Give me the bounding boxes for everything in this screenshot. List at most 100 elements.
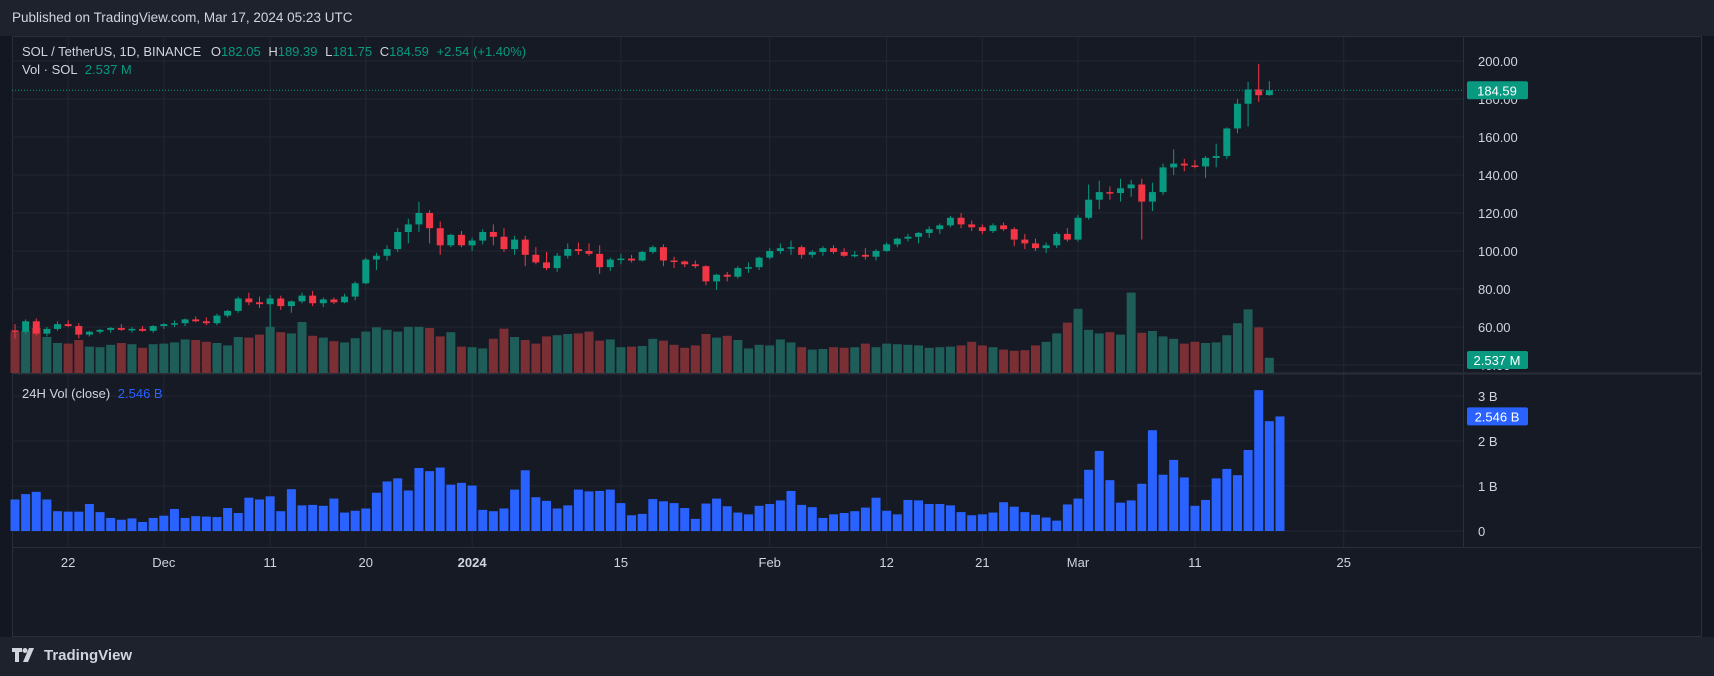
- candle-body: [192, 319, 200, 322]
- price-tick-label: 60.00: [1478, 320, 1511, 335]
- volume-24h-bar: [74, 511, 84, 531]
- volume-24h-bar: [648, 499, 658, 531]
- volume-24h-bar: [722, 506, 732, 531]
- volume-24h-axis[interactable]: 3 B 2 B 1 B 0: [1478, 389, 1498, 539]
- time-axis[interactable]: 22 Dec 11 20 2024 15 Feb 12 21 Mar 11 25: [61, 555, 1351, 570]
- volume-bar: [839, 347, 849, 373]
- price-axis[interactable]: 200.00180.00160.00140.00120.00100.0080.0…: [1478, 54, 1518, 373]
- volume-24h-bar: [382, 481, 392, 531]
- candle-body: [277, 298, 285, 307]
- candle-body: [1159, 167, 1167, 193]
- volume-bar: [435, 336, 445, 373]
- candle-body: [75, 326, 83, 335]
- volume-bar: [1169, 338, 1179, 373]
- candle-body: [883, 244, 891, 251]
- tradingview-logo[interactable]: TradingView: [12, 647, 132, 664]
- volume-bars: [10, 292, 1274, 373]
- candle-body: [1255, 89, 1263, 96]
- volume-24h-bar: [1211, 478, 1221, 531]
- candle-body: [755, 257, 763, 268]
- time-tick-label: Mar: [1067, 555, 1090, 570]
- symbol-legend[interactable]: SOL / TetherUS, 1D, BINANCE O182.05 H189…: [22, 44, 526, 59]
- candle-body: [936, 225, 944, 230]
- volume-bar: [616, 347, 626, 373]
- candle-body: [96, 329, 104, 332]
- volume-bar: [159, 343, 169, 373]
- volume-bar: [1052, 333, 1062, 373]
- candle-body: [298, 295, 306, 302]
- volume-24h-bar: [743, 514, 753, 531]
- candle-body: [309, 295, 317, 304]
- volume-24h-legend[interactable]: 24H Vol (close) 2.546 B: [22, 386, 163, 401]
- volume-24h-bar: [159, 515, 169, 531]
- candle-body: [564, 249, 572, 256]
- time-tick-label: 2024: [458, 555, 488, 570]
- low-value: 181.75: [332, 44, 373, 59]
- volume-24h-tick-label: 1 B: [1478, 479, 1498, 494]
- volume-24h-bar: [903, 499, 913, 531]
- candle-body: [1170, 163, 1178, 168]
- volume-24h-badge-bg: [1467, 407, 1528, 426]
- candle-body: [489, 232, 497, 237]
- volume-24h-bar: [223, 508, 233, 531]
- candle-body: [1000, 225, 1008, 230]
- volume-24h-bar: [892, 514, 902, 531]
- candle-body: [713, 274, 721, 282]
- volume-bar: [21, 331, 31, 373]
- volume-bar: [563, 334, 573, 373]
- volume-value: 2.537 M: [84, 62, 132, 77]
- candle-body: [628, 258, 636, 261]
- time-tick-label: 21: [975, 555, 989, 570]
- volume-24h-bar: [329, 498, 339, 531]
- volume-bar: [116, 343, 126, 373]
- volume-bar: [340, 342, 350, 373]
- volume-24h-bar: [233, 513, 243, 531]
- overlays: 184.59 2.537 M 2.546 B: [12, 81, 1528, 426]
- candle-body: [394, 232, 402, 250]
- volume-24h-bar: [308, 504, 318, 531]
- time-tick-label: 22: [61, 555, 75, 570]
- time-tick-label: 11: [263, 555, 277, 570]
- candle-body: [893, 238, 901, 245]
- volume-24h-bar: [127, 518, 137, 531]
- candle-body: [915, 232, 923, 237]
- volume-bar: [945, 346, 955, 373]
- candle-body: [287, 301, 295, 307]
- candle-body: [989, 225, 997, 232]
- volume-24h-bar: [1147, 430, 1157, 531]
- volume-legend[interactable]: Vol · SOL 2.537 M: [22, 62, 132, 77]
- volume-bar: [903, 344, 913, 373]
- volume-bar: [892, 344, 902, 373]
- volume-24h-bar: [53, 511, 63, 531]
- candle-body: [1063, 233, 1071, 240]
- volume-24h-bar: [1232, 475, 1242, 531]
- volume-24h-bar: [1201, 499, 1211, 531]
- price-tick-label: 160.00: [1478, 130, 1518, 145]
- volume-24h-bar: [935, 504, 945, 531]
- volume-bar: [882, 343, 892, 373]
- candle-body: [213, 315, 221, 324]
- volume-24h-bar: [1179, 477, 1189, 531]
- volume-bar: [786, 342, 796, 373]
- volume-bar: [797, 347, 807, 373]
- volume-bar: [627, 346, 637, 373]
- volume-bar: [1041, 341, 1051, 373]
- volume-24h-bar: [1264, 421, 1274, 531]
- volume-24h-bars: [10, 390, 1285, 531]
- volume-bar: [1243, 309, 1253, 373]
- volume-bar: [201, 341, 211, 373]
- candle-body: [160, 324, 168, 327]
- tradingview-brand: TradingView: [44, 647, 133, 664]
- volume-bar: [680, 347, 690, 373]
- candle-body: [11, 330, 19, 332]
- price-badge: 184.59: [1477, 83, 1517, 98]
- candle-body: [606, 259, 614, 268]
- volume-bar: [127, 344, 137, 373]
- candle-body: [872, 251, 880, 257]
- time-tick-label: 20: [359, 555, 373, 570]
- volume-24h-bar: [1116, 502, 1126, 531]
- candle-body: [543, 262, 550, 269]
- volume-bar: [722, 335, 732, 373]
- candle-body: [521, 239, 529, 255]
